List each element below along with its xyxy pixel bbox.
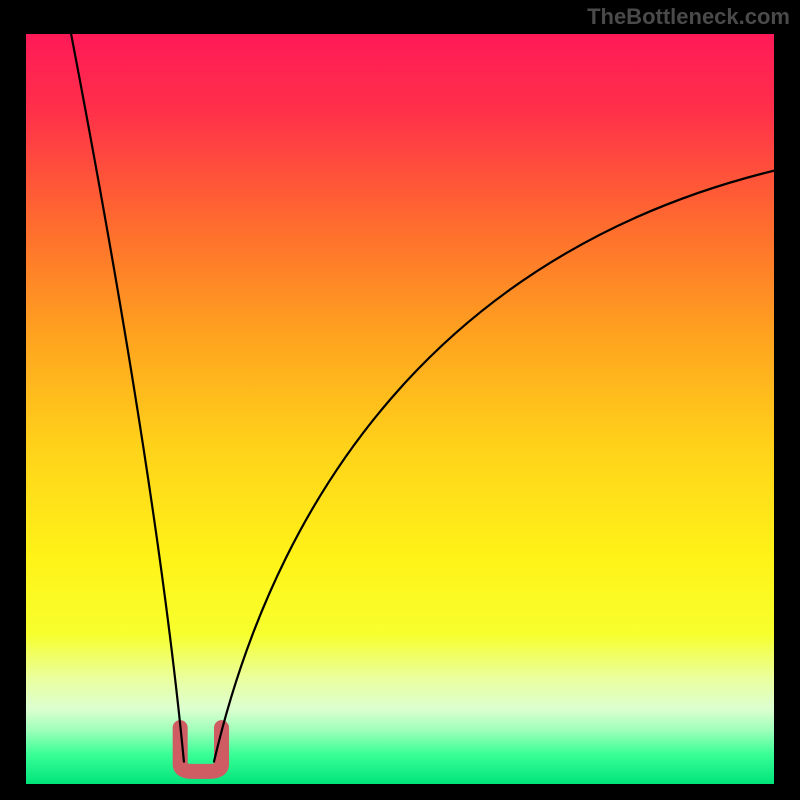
stage: TheBottleneck.com [0,0,800,800]
valley-marker [180,728,221,772]
plot-frame [24,32,776,786]
watermark-text: TheBottleneck.com [587,4,790,30]
curve-right-branch [214,170,778,762]
curve-left-branch [71,34,184,762]
chart-svg [26,34,778,788]
